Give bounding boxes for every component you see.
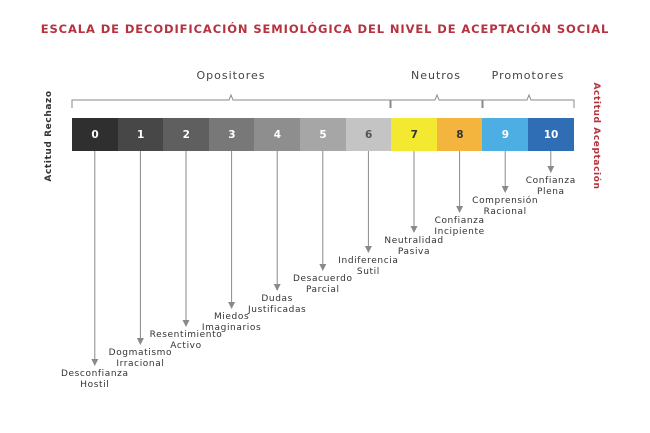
scale-label-9: Comprensión Racional — [472, 196, 539, 217]
scale-cell-9: 9 — [482, 118, 529, 151]
scale-cell-8: 8 — [436, 118, 483, 151]
scale-cell-10: 10 — [528, 118, 575, 151]
brace-promotores — [482, 93, 575, 108]
scale-label-0: Desconfianza Hostil — [60, 369, 129, 390]
scale-label-8: Confianza Incipiente — [434, 216, 485, 237]
scale-label-10: Confianza Plena — [525, 176, 576, 197]
group-label-neutros: Neutros — [410, 69, 462, 82]
brace-neutros — [390, 93, 483, 108]
scale-cell-6: 6 — [345, 118, 392, 151]
scale-label-1: Dogmatismo Irracional — [108, 348, 173, 369]
scale-label-6: Indiferencia Sutil — [338, 256, 399, 277]
scale-cell-4: 4 — [254, 118, 301, 151]
group-label-promotores: Promotores — [491, 69, 565, 82]
scale-cell-2: 2 — [163, 118, 210, 151]
scale-cell-5: 5 — [300, 118, 347, 151]
scale-label-5: Desacuerdo Parcial — [292, 274, 353, 295]
scale-label-2: Resentimiento Activo — [149, 330, 223, 351]
scale-label-7: Neutralidad Pasiva — [384, 236, 444, 257]
group-braces — [71, 93, 575, 108]
scale-cell-1: 1 — [117, 118, 164, 151]
scale-cell-3: 3 — [208, 118, 255, 151]
brace-opositores — [71, 93, 391, 108]
group-label-opositores: Opositores — [196, 69, 266, 82]
diagram-title: ESCALA DE DECODIFICACIÓN SEMIOLÓGICA DEL… — [40, 22, 610, 36]
scale-cell-0: 0 — [72, 118, 119, 151]
scale-label-4: Dudas Justificadas — [248, 294, 307, 315]
scale-cell-7: 7 — [391, 118, 438, 151]
scale-label-3: Miedos Imaginarios — [201, 312, 262, 333]
